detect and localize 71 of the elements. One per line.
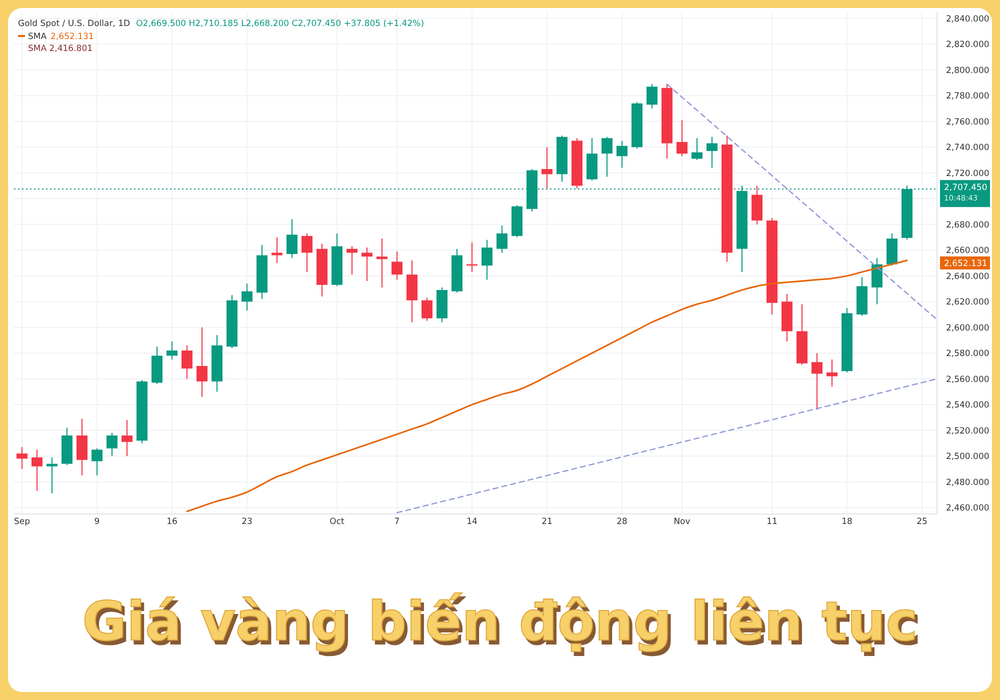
candlestick <box>286 218 298 258</box>
candlestick <box>826 359 838 388</box>
candlestick <box>376 238 388 288</box>
candlestick <box>616 140 628 168</box>
y-tick-label: 2,820.000 <box>946 40 990 50</box>
y-tick-label: 2,460.000 <box>946 504 990 514</box>
y-tick-label: 2,600.000 <box>946 323 990 334</box>
candlestick <box>302 232 312 273</box>
x-tick-label: 16 <box>166 517 178 527</box>
candlestick <box>692 138 702 161</box>
candlestick <box>242 283 252 312</box>
y-tick-label: 2,800.000 <box>946 66 990 76</box>
x-tick-label: 9 <box>94 517 100 527</box>
x-tick-label: 25 <box>916 517 928 527</box>
legend-label: SMA <box>28 32 47 42</box>
y-tick-label: 2,500.000 <box>946 452 990 462</box>
annotation: 2,652.131 <box>50 32 94 42</box>
candlestick <box>196 326 208 398</box>
candlestick <box>166 341 178 360</box>
y-tick-label: 2,780.000 <box>946 92 990 102</box>
x-tick-label: Nov <box>674 517 690 527</box>
candlestick <box>496 225 508 254</box>
candlestick <box>122 420 132 457</box>
y-tick-label: 2,520.000 <box>946 426 990 436</box>
candlestick <box>646 84 658 110</box>
candlestick <box>182 344 192 380</box>
y-tick-label: 2,840.000 <box>946 14 990 24</box>
y-tick-label: 2,660.000 <box>946 246 990 256</box>
candlestick <box>542 146 552 189</box>
line-series <box>186 260 908 512</box>
x-tick-label: 23 <box>242 517 252 527</box>
x-tick-label: 11 <box>766 517 778 527</box>
candlestick <box>106 432 118 457</box>
x-tick-label: 28 <box>616 517 628 527</box>
x-tick-label: 7 <box>394 517 400 527</box>
text: 2,652.131 <box>944 258 988 269</box>
x-tick-label: 14 <box>466 517 478 527</box>
y-tick-label: 2,760.000 <box>946 117 990 128</box>
y-tick-label: 2,580.000 <box>946 349 990 360</box>
candlestick <box>272 236 282 264</box>
y-tick-label: 2,680.000 <box>946 220 990 230</box>
candlestick <box>706 136 718 168</box>
text: Giá vàng biến động liên tục <box>82 590 918 653</box>
candlestick <box>812 352 822 410</box>
annotation: SMA 2,416.801 <box>28 44 93 54</box>
candlestick <box>482 239 492 280</box>
y-tick-label: 2,540.000 <box>946 400 990 411</box>
candlestick <box>46 456 58 494</box>
x-tick-label: 21 <box>542 517 552 527</box>
candlestick <box>676 120 688 157</box>
candlestick <box>16 446 28 470</box>
candlestick <box>602 136 612 178</box>
y-tick-label: 2,740.000 <box>946 143 990 154</box>
text: Gold Spot / U.S. Dollar, 1D <box>18 19 130 29</box>
y-tick-label: 2,720.000 <box>946 168 990 179</box>
candlestick <box>92 448 102 476</box>
x-tick-label: Oct <box>330 517 346 527</box>
y-tick-label: 2,560.000 <box>946 374 990 385</box>
y-tick-label: 2,480.000 <box>946 478 990 488</box>
candlestick <box>32 449 42 492</box>
ref-line-label: 2,707.450 <box>944 183 988 193</box>
text: O2,669.500 H2,710.185 L2,668.200 C2,707.450 +37.805 (+1.42%) <box>136 19 424 29</box>
candlestick <box>346 246 358 276</box>
candlestick <box>872 257 882 305</box>
candlestick <box>422 297 432 322</box>
candlestick <box>362 247 372 282</box>
candlestick <box>392 250 402 280</box>
y-tick-label: 2,620.000 <box>946 298 990 308</box>
x-tick-label: Sep <box>14 517 30 527</box>
y-tick-label: 2,640.000 <box>946 272 990 282</box>
x-tick-label: 18 <box>842 517 852 527</box>
